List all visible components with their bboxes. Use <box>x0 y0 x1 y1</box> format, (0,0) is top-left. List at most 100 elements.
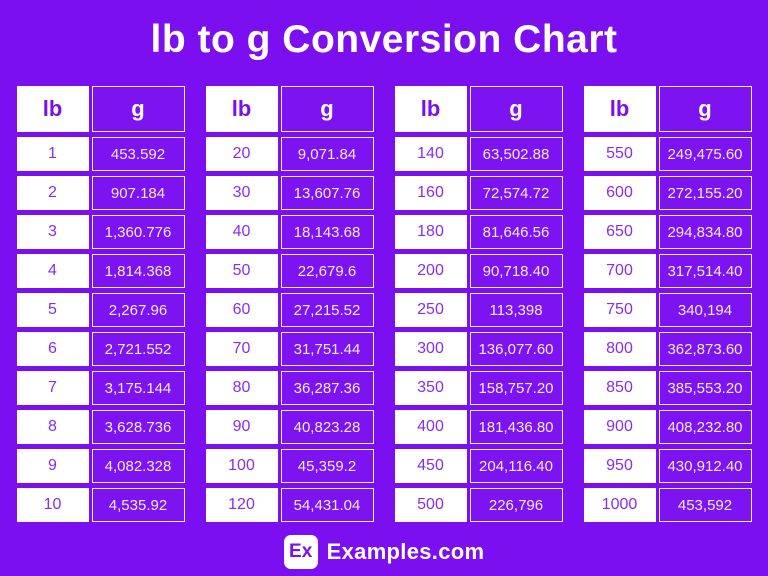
g-value-cell: 317,514.40 <box>658 254 752 288</box>
g-value-cell: 3,175.144 <box>91 371 185 405</box>
lb-column-header: lb <box>16 86 89 132</box>
lb-value-cell: 50 <box>205 254 278 288</box>
conversion-table: lb g 140 63,502.88 160 72,574.72 180 81,646.5… <box>394 86 563 522</box>
page-title: lb to g Conversion Chart <box>150 18 618 61</box>
g-value-cell: 40,823.28 <box>280 410 374 444</box>
table-row: 250 113,398 <box>394 293 563 327</box>
examples-logo-icon: Ex <box>283 535 318 569</box>
lb-value-cell: 60 <box>205 293 278 327</box>
g-value-cell: 90,718.40 <box>469 254 563 288</box>
table-row: 20 9,071.84 <box>205 137 374 171</box>
g-value-cell: 362,873.60 <box>658 332 752 366</box>
lb-value-cell: 140 <box>394 137 467 171</box>
g-value-cell: 249,475.60 <box>658 137 752 171</box>
table-header-row: lb g <box>394 86 563 132</box>
lb-column-header: lb <box>394 86 467 132</box>
lb-value-cell: 600 <box>583 176 656 210</box>
table-header-row: lb g <box>583 86 752 132</box>
table-row: 180 81,646.56 <box>394 215 563 249</box>
lb-value-cell: 750 <box>583 293 656 327</box>
table-row: 60 27,215.52 <box>205 293 374 327</box>
g-value-cell: 385,553.20 <box>658 371 752 405</box>
table-row: 4 1,814.368 <box>16 254 185 288</box>
g-value-cell: 430,912.40 <box>658 449 752 483</box>
table-row: 500 226,796 <box>394 488 563 522</box>
conversion-table: lb g 20 9,071.84 30 13,607.76 40 18,143.68 50 2… <box>205 86 374 522</box>
table-row: 120 54,431.04 <box>205 488 374 522</box>
table-row: 650 294,834.80 <box>583 215 752 249</box>
table-row: 6 2,721.552 <box>16 332 185 366</box>
conversion-table: lb g 550 249,475.60 600 272,155.20 650 294,83… <box>583 86 752 522</box>
tables-row: lb g 1 453.592 2 907.184 3 1,360.776 4 1,814.36… <box>0 86 768 522</box>
lb-value-cell: 5 <box>16 293 89 327</box>
g-value-cell: 2,267.96 <box>91 293 185 327</box>
g-value-cell: 72,574.72 <box>469 176 563 210</box>
table-row: 350 158,757.20 <box>394 371 563 405</box>
g-value-cell: 2,721.552 <box>91 332 185 366</box>
table-row: 7 3,175.144 <box>16 371 185 405</box>
table-row: 700 317,514.40 <box>583 254 752 288</box>
lb-value-cell: 180 <box>394 215 467 249</box>
lb-value-cell: 20 <box>205 137 278 171</box>
table-row: 80 36,287.36 <box>205 371 374 405</box>
table-row: 100 45,359.2 <box>205 449 374 483</box>
lb-value-cell: 10 <box>16 488 89 522</box>
g-value-cell: 340,194 <box>658 293 752 327</box>
table-row: 200 90,718.40 <box>394 254 563 288</box>
g-value-cell: 272,155.20 <box>658 176 752 210</box>
lb-value-cell: 700 <box>583 254 656 288</box>
lb-value-cell: 200 <box>394 254 467 288</box>
lb-value-cell: 30 <box>205 176 278 210</box>
lb-value-cell: 1 <box>16 137 89 171</box>
lb-value-cell: 950 <box>583 449 656 483</box>
table-row: 70 31,751.44 <box>205 332 374 366</box>
g-value-cell: 204,116.40 <box>469 449 563 483</box>
table-row: 40 18,143.68 <box>205 215 374 249</box>
table-row: 400 181,436.80 <box>394 410 563 444</box>
g-column-header: g <box>280 86 374 132</box>
lb-value-cell: 7 <box>16 371 89 405</box>
g-value-cell: 36,287.36 <box>280 371 374 405</box>
lb-value-cell: 300 <box>394 332 467 366</box>
g-value-cell: 294,834.80 <box>658 215 752 249</box>
lb-value-cell: 350 <box>394 371 467 405</box>
g-value-cell: 13,607.76 <box>280 176 374 210</box>
g-value-cell: 907.184 <box>91 176 185 210</box>
table-row: 750 340,194 <box>583 293 752 327</box>
table-row: 450 204,116.40 <box>394 449 563 483</box>
g-column-header: g <box>658 86 752 132</box>
table-row: 3 1,360.776 <box>16 215 185 249</box>
table-row: 600 272,155.20 <box>583 176 752 210</box>
g-value-cell: 136,077.60 <box>469 332 563 366</box>
lb-value-cell: 650 <box>583 215 656 249</box>
lb-value-cell: 400 <box>394 410 467 444</box>
lb-value-cell: 3 <box>16 215 89 249</box>
table-header-row: lb g <box>16 86 185 132</box>
lb-value-cell: 1000 <box>583 488 656 522</box>
lb-value-cell: 500 <box>394 488 467 522</box>
g-value-cell: 181,436.80 <box>469 410 563 444</box>
lb-value-cell: 2 <box>16 176 89 210</box>
lb-value-cell: 100 <box>205 449 278 483</box>
table-row: 850 385,553.20 <box>583 371 752 405</box>
table-row: 900 408,232.80 <box>583 410 752 444</box>
lb-value-cell: 250 <box>394 293 467 327</box>
brand-name: Examples.com <box>326 539 485 564</box>
g-value-cell: 4,082.328 <box>91 449 185 483</box>
table-row: 90 40,823.28 <box>205 410 374 444</box>
table-row: 8 3,628.736 <box>16 410 185 444</box>
table-header-row: lb g <box>205 86 374 132</box>
table-row: 160 72,574.72 <box>394 176 563 210</box>
lb-value-cell: 90 <box>205 410 278 444</box>
footer-brand: Ex Examples.com <box>0 535 768 569</box>
g-value-cell: 9,071.84 <box>280 137 374 171</box>
g-value-cell: 3,628.736 <box>91 410 185 444</box>
lb-value-cell: 6 <box>16 332 89 366</box>
g-value-cell: 453.592 <box>91 137 185 171</box>
lb-value-cell: 800 <box>583 332 656 366</box>
lb-value-cell: 900 <box>583 410 656 444</box>
lb-value-cell: 70 <box>205 332 278 366</box>
g-value-cell: 1,360.776 <box>91 215 185 249</box>
table-row: 950 430,912.40 <box>583 449 752 483</box>
